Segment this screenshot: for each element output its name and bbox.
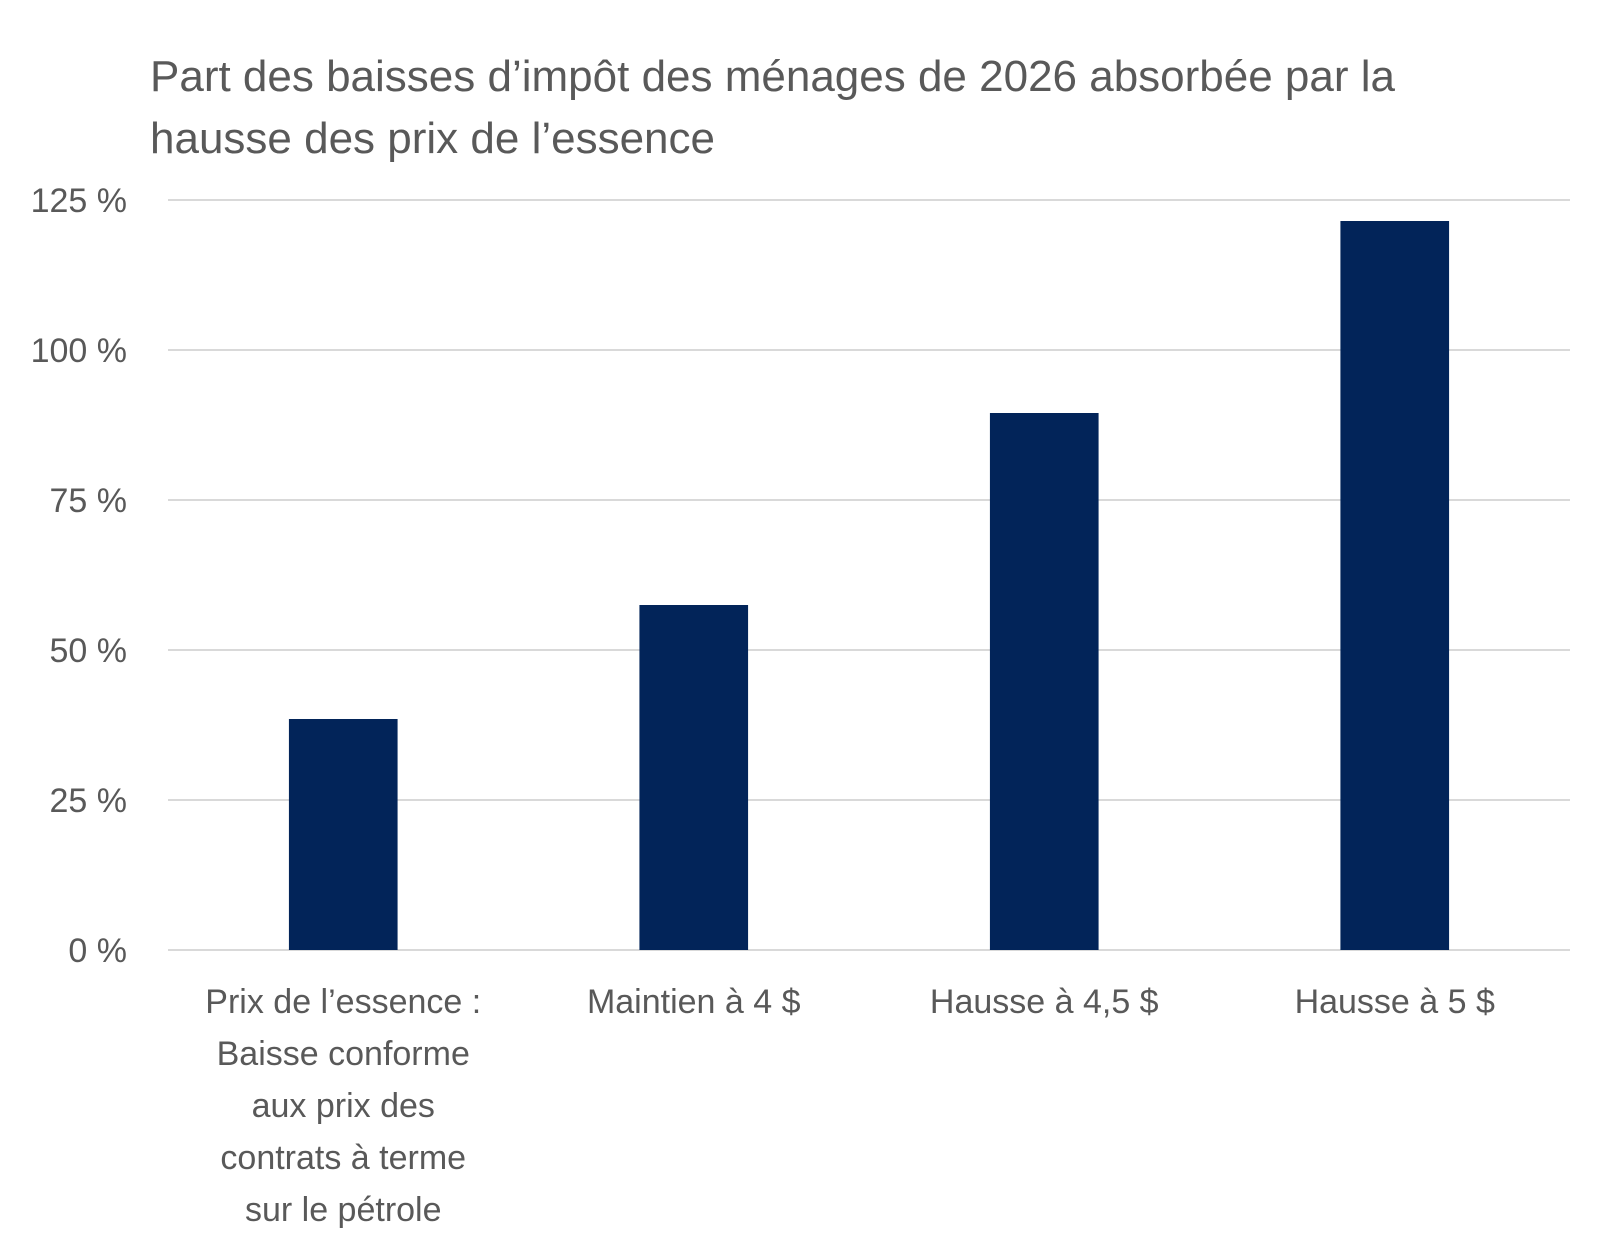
bar: [989, 413, 1099, 950]
x-category-label: Hausse à 5 $: [1295, 983, 1495, 1021]
bars: [288, 221, 1450, 950]
y-tick-label: 100 %: [31, 332, 127, 370]
x-axis-category-labels: Prix de l’essence : Baisse conforme aux pr…: [205, 983, 1495, 1229]
x-category-label: Hausse à 4,5 $: [930, 983, 1159, 1021]
x-category-label: Prix de l’essence : Baisse conforme aux pr…: [205, 983, 481, 1229]
gridlines: [168, 199, 1570, 951]
x-category-label: Maintien à 4 $: [587, 983, 801, 1021]
y-tick-label: 125 %: [31, 182, 127, 220]
bar: [639, 605, 749, 950]
chart-title: Part des baisses d’impôt des ménages de …: [150, 52, 1395, 163]
y-axis-tick-labels: 0 % 25 % 50 % 75 % 100 % 125 %: [31, 182, 127, 970]
y-tick-label: 0 %: [68, 932, 127, 970]
y-tick-label: 25 %: [50, 782, 128, 820]
y-tick-label: 50 %: [50, 632, 128, 670]
bar: [288, 719, 398, 950]
bar: [1340, 221, 1450, 950]
y-tick-label: 75 %: [50, 482, 128, 520]
